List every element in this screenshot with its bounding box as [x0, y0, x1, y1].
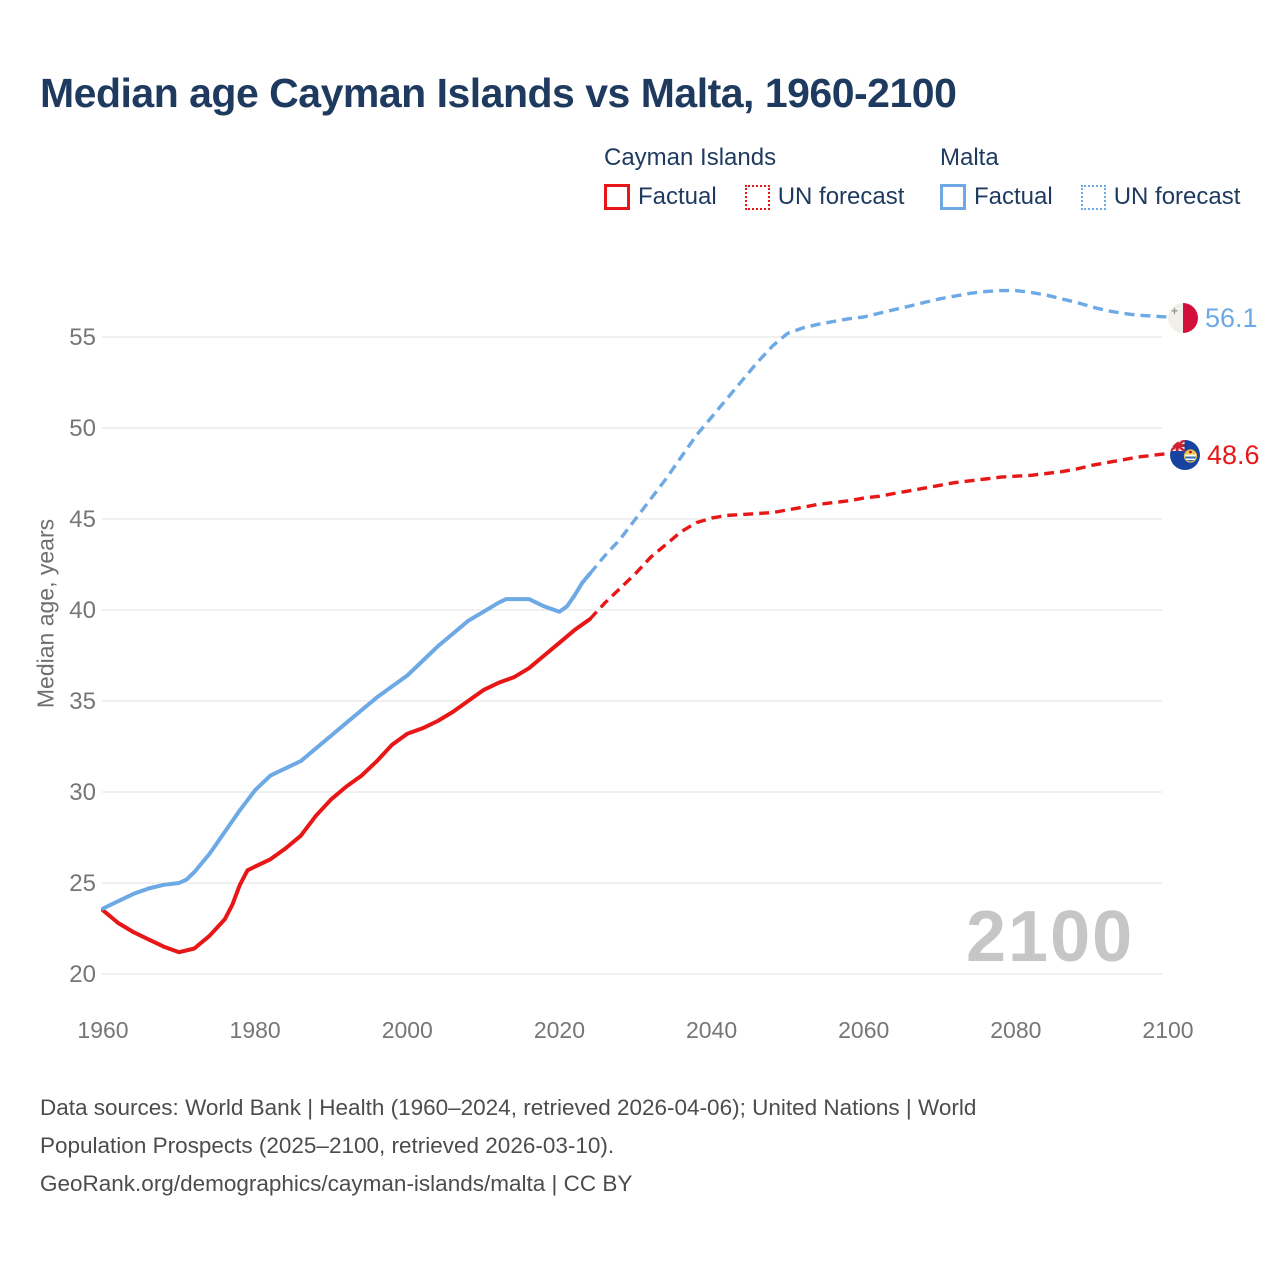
data-sources-footer: Data sources: World Bank | Health (1960–… [40, 1089, 976, 1203]
y-tick-label: 40 [69, 597, 96, 624]
x-tick-label: 2020 [534, 1017, 585, 1043]
solid-line-swatch-icon [604, 184, 630, 210]
legend-item-malta-un-forecast[interactable]: UN forecast [1080, 183, 1241, 211]
series-line-malta-un-forecast [588, 288, 1169, 575]
legend-group-malta: Malta Factual UN forecast [940, 144, 1268, 211]
dotted-line-swatch-icon [1080, 184, 1106, 210]
y-tick-label: 25 [69, 870, 96, 897]
series-line-cayman-islands-factual [101, 617, 592, 955]
legend-group-cayman-islands: Cayman Islands Factual UN forecast [604, 144, 932, 211]
cayman-end-value: 48.6 [1207, 440, 1260, 470]
legend-item-label: UN forecast [777, 183, 905, 210]
y-axis-title: Median age, years [32, 518, 59, 709]
x-tick-label: 2100 [1142, 1017, 1193, 1043]
legend-item-cayman-un-forecast[interactable]: UN forecast [744, 183, 905, 211]
x-tick-label: 2000 [382, 1017, 433, 1043]
y-tick-label: 55 [69, 324, 96, 351]
legend-item-malta-factual[interactable]: Factual [940, 183, 1053, 211]
x-tick-label: 2080 [990, 1017, 1041, 1043]
legend-item-label: Factual [638, 183, 717, 210]
legend-item-label: Factual [974, 183, 1053, 210]
page-title: Median age Cayman Islands vs Malta, 1960… [40, 70, 957, 116]
dotted-line-swatch-icon [744, 184, 770, 210]
y-tick-label: 30 [69, 779, 96, 806]
x-tick-label: 2040 [686, 1017, 737, 1043]
legend-item-cayman-factual[interactable]: Factual [604, 183, 717, 211]
footer-line: Population Prospects (2025–2100, retriev… [40, 1133, 615, 1158]
x-tick-label: 1980 [230, 1017, 281, 1043]
legend-group-title: Malta [940, 144, 999, 171]
cayman-islands-flag-icon [1170, 440, 1200, 470]
series-line-malta-factual [101, 571, 592, 911]
y-tick-label: 35 [69, 688, 96, 715]
cayman-flag-detail [1170, 440, 1198, 463]
x-tick-label: 1960 [77, 1017, 128, 1043]
watermark-year: 2100 [966, 897, 1135, 977]
malta-george-cross-icon: + [1171, 304, 1179, 318]
malta-flag-icon: + [1168, 303, 1198, 333]
y-tick-label: 45 [69, 506, 96, 533]
series-line-cayman-islands-un-forecast [588, 451, 1169, 621]
legend-group-title: Cayman Islands [604, 144, 777, 171]
footer-line: Data sources: World Bank | Health (1960–… [40, 1095, 977, 1120]
solid-line-swatch-icon [940, 184, 966, 210]
footer-link-line: GeoRank.org/demographics/cayman-islands/… [40, 1171, 633, 1196]
y-tick-label: 50 [69, 415, 96, 442]
legend-item-label: UN forecast [1113, 183, 1241, 210]
x-tick-label: 2060 [838, 1017, 889, 1043]
malta-end-value: 56.1 [1205, 303, 1258, 333]
y-tick-label: 20 [69, 961, 96, 988]
